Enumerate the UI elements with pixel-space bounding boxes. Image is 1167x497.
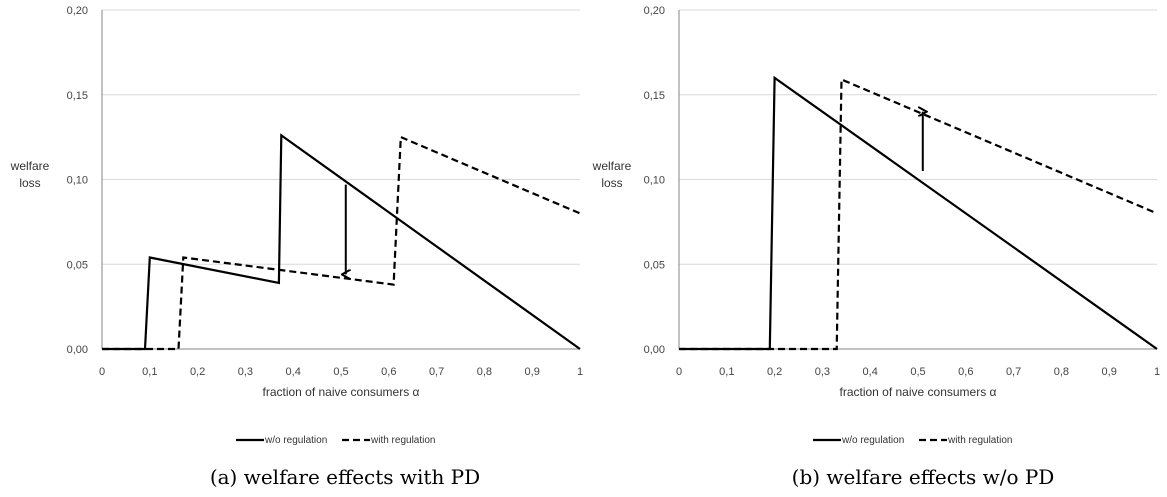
y-axis-title: loss xyxy=(19,176,40,190)
x-tick-label: 0,9 xyxy=(525,366,540,378)
y-tick-label: 0,20 xyxy=(644,5,665,17)
figure-caption: (a) welfare effects with PD xyxy=(210,465,480,489)
x-tick-label: 0 xyxy=(676,366,682,378)
y-tick-label: 0,00 xyxy=(67,344,88,356)
y-tick-label: 0,05 xyxy=(644,259,665,271)
x-tick-label: 0,1 xyxy=(142,366,157,378)
x-tick-label: 0,6 xyxy=(958,366,973,378)
x-tick-label: 0,5 xyxy=(333,366,348,378)
chart-b: 0,00 0,05 0,10 0,15 0,20 0 0,1 0,2 0,3 0,4 0,5 0,6 0… xyxy=(592,5,1160,489)
series-line-without-regulation xyxy=(679,75,1158,351)
y-axis-title: welfare xyxy=(592,159,632,173)
x-tick-label: 0,7 xyxy=(429,366,444,378)
x-tick-label: 0,3 xyxy=(815,366,830,378)
series-line-with-regulation xyxy=(102,135,581,351)
x-axis-title: fraction of naive consumers α xyxy=(839,385,996,399)
x-tick-label: 1 xyxy=(577,366,583,378)
y-axis-title: loss xyxy=(601,176,622,190)
y-tick-label: 0,10 xyxy=(644,175,665,187)
y-tick-label: 0,05 xyxy=(67,259,88,271)
y-tick-label: 0,15 xyxy=(67,90,88,102)
y-axis-title: welfare xyxy=(10,159,50,173)
legend-label: w/o regulation xyxy=(264,435,327,446)
x-tick-label: 0 xyxy=(99,366,105,378)
figure-caption: (b) welfare effects w/o PD xyxy=(792,465,1055,489)
x-tick-label: 0,6 xyxy=(381,366,396,378)
legend-label: with regulation xyxy=(370,435,435,446)
series-line-with-regulation xyxy=(679,77,1158,351)
y-tick-label: 0,00 xyxy=(644,344,665,356)
x-tick-label: 1 xyxy=(1154,366,1160,378)
x-tick-label: 0,2 xyxy=(767,366,782,378)
y-tick-label: 0,15 xyxy=(644,90,665,102)
chart-a: 0,00 0,05 0,10 0,15 0,20 0 0,1 0,2 0,3 0,4 0,5 0,6 0… xyxy=(10,5,583,489)
legend: w/o regulation with regulation xyxy=(813,435,1012,446)
x-tick-label: 0,8 xyxy=(477,366,492,378)
x-tick-label: 0,8 xyxy=(1054,366,1069,378)
x-tick-label: 0,5 xyxy=(910,366,925,378)
legend-label: with regulation xyxy=(947,435,1012,446)
legend-label: w/o regulation xyxy=(841,435,904,446)
x-tick-label: 0,1 xyxy=(719,366,734,378)
x-tick-label: 0,4 xyxy=(286,366,301,378)
x-tick-label: 0,2 xyxy=(190,366,205,378)
x-tick-label: 0,3 xyxy=(238,366,253,378)
x-tick-label: 0,4 xyxy=(863,366,878,378)
y-tick-label: 0,10 xyxy=(67,175,88,187)
y-tick-label: 0,20 xyxy=(67,5,88,17)
series-line-without-regulation xyxy=(102,133,581,351)
x-axis-title: fraction of naive consumers α xyxy=(262,385,419,399)
legend: w/o regulation with regulation xyxy=(236,435,435,446)
x-tick-label: 0,9 xyxy=(1102,366,1117,378)
x-tick-label: 0,7 xyxy=(1006,366,1021,378)
